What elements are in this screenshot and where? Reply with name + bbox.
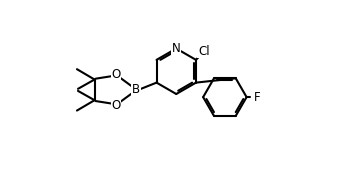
Text: N: N	[172, 42, 181, 55]
Text: Cl: Cl	[198, 45, 210, 58]
Text: O: O	[112, 99, 121, 112]
Text: B: B	[132, 83, 140, 96]
Text: O: O	[112, 68, 121, 81]
Text: F: F	[254, 91, 261, 104]
